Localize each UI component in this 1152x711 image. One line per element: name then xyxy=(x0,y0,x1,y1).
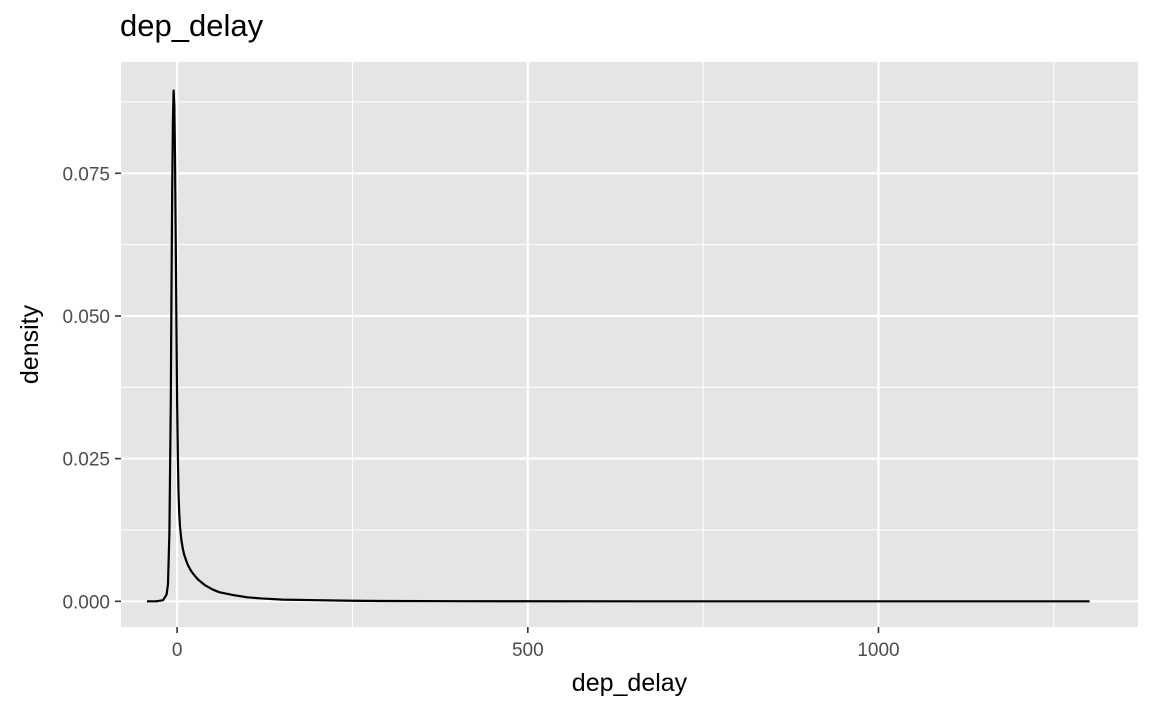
density-line xyxy=(146,89,1090,603)
x-tick-label: 1000 xyxy=(857,640,899,661)
x-axis: 0 500 1000 xyxy=(172,627,900,661)
y-axis-title: density xyxy=(16,304,44,384)
y-tick-label: 0.000 xyxy=(62,592,110,613)
x-axis-title: dep_delay xyxy=(572,669,688,697)
y-tick-label: 0.025 xyxy=(62,450,110,471)
y-axis: 0.000 0.025 0.050 0.075 xyxy=(62,164,121,613)
plot-panel xyxy=(121,62,1138,627)
series-layer xyxy=(146,89,1090,603)
x-tick-label: 500 xyxy=(512,640,544,661)
y-tick-label: 0.050 xyxy=(62,307,110,328)
minor-gridlines xyxy=(121,62,1138,627)
chart-title: dep_delay xyxy=(120,8,264,43)
y-tick-label: 0.075 xyxy=(62,164,110,185)
x-tick-label: 0 xyxy=(172,640,183,661)
